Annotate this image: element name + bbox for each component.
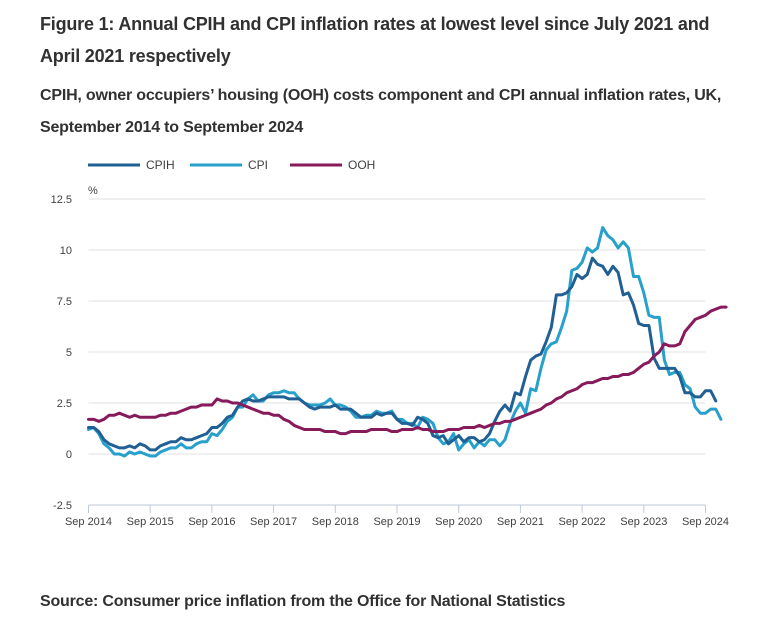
legend: CPIH CPI OOH (88, 158, 375, 172)
y-tick-label: 10 (60, 245, 72, 257)
x-tick-label: Sep 2020 (435, 516, 482, 528)
legend-label: CPIH (146, 158, 175, 172)
x-tick-label: Sep 2024 (682, 516, 729, 528)
x-axis: Sep 2014 Sep 2015 Sep 2016 Sep 2017 Sep 2018… (65, 504, 729, 528)
series-line-cpi (87, 226, 723, 458)
y-tick-label: 0 (66, 449, 72, 461)
y-tick-label: 5 (66, 347, 72, 359)
y-axis-unit-label: % (88, 185, 98, 197)
x-tick-label: Sep 2022 (559, 516, 606, 528)
x-tick-label: Sep 2019 (373, 516, 420, 528)
x-tick-label: Sep 2021 (497, 516, 544, 528)
x-tick-label: Sep 2016 (188, 516, 235, 528)
series-line-ooh (87, 305, 728, 436)
y-tick-label: 7.5 (57, 296, 72, 308)
series-lines (87, 226, 728, 458)
y-tick-label: 2.5 (57, 398, 72, 410)
gridlines (88, 198, 706, 455)
figure-title: Figure 1: Annual CPIH and CPI inflation … (40, 14, 710, 66)
x-tick-label: Sep 2017 (250, 516, 297, 528)
legend-label: CPI (248, 158, 268, 172)
source-note: Source: Consumer price inflation from th… (40, 593, 566, 610)
x-tick-label: Sep 2018 (312, 516, 359, 528)
chart-subtitle: CPIH, owner occupiers’ housing (OOH) cos… (40, 87, 722, 136)
legend-label: OOH (348, 158, 375, 172)
x-tick-label: Sep 2023 (620, 516, 667, 528)
y-axis-ticks: -2.5 0 2.5 5 7.5 10 12.5 (51, 194, 72, 512)
line-chart: CPIH CPI OOH % -2.5 0 2.5 5 7.5 10 12.5 Sep 2014… (51, 158, 729, 528)
y-tick-label: 12.5 (51, 194, 72, 206)
legend-item-cpi: CPI (190, 158, 268, 172)
x-tick-label: Sep 2015 (127, 516, 174, 528)
series-line-cpih (87, 256, 718, 452)
y-tick-label: -2.5 (53, 500, 72, 512)
legend-item-ooh: OOH (290, 158, 375, 172)
legend-item-cpih: CPIH (88, 158, 175, 172)
x-tick-label: Sep 2014 (65, 516, 112, 528)
